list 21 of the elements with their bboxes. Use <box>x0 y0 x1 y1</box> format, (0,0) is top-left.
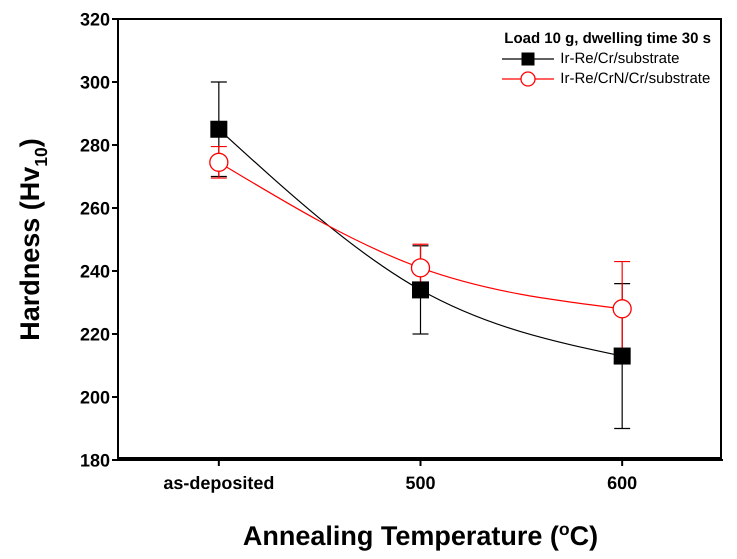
y-tick-label: 300 <box>80 72 110 92</box>
legend-title: Load 10 g, dwelling time 30 s <box>504 29 711 49</box>
x-tick-label: 600 <box>607 472 638 493</box>
legend-label: Ir-Re/Cr/substrate <box>560 49 680 69</box>
point <box>210 120 228 138</box>
point <box>412 281 429 298</box>
point <box>410 258 430 278</box>
y-tick-label: 220 <box>80 324 110 344</box>
y-tick-label: 180 <box>80 450 110 470</box>
y-tick-label: 260 <box>80 198 110 218</box>
x-tick-label: as-deposited <box>163 472 274 493</box>
x-axis-title: Annealing Temperature ($^{o}$C) <box>242 519 598 551</box>
legend-label: Ir-Re/CrN/Cr/substrate <box>560 69 710 89</box>
x-tick-label: 500 <box>405 472 436 493</box>
y-tick-label: 240 <box>80 261 110 282</box>
y-tick-label: 280 <box>80 135 110 156</box>
point <box>612 299 632 318</box>
y-tick-label: 200 <box>80 387 110 408</box>
y-tick-label: 320 <box>80 9 110 30</box>
point <box>209 152 228 172</box>
point <box>614 348 631 365</box>
